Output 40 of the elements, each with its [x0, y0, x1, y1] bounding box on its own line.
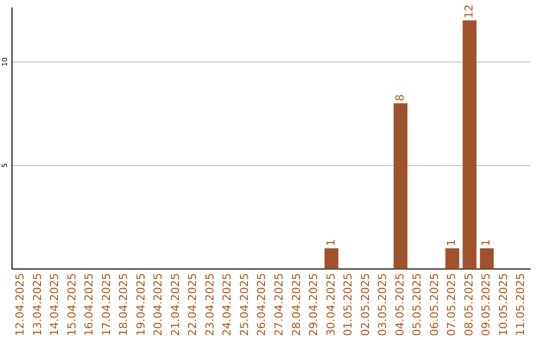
- bar: [324, 248, 338, 270]
- x-tick-label: 25.04.2025: [238, 273, 251, 336]
- x-tick-label: 28.04.2025: [290, 273, 303, 336]
- x-tick-label: 26.04.2025: [255, 273, 268, 336]
- x-tick-label: 07.05.2025: [445, 273, 458, 336]
- bar: [445, 248, 460, 270]
- x-tick-label: 29.04.2025: [307, 273, 320, 336]
- data-label: 12: [462, 4, 476, 18]
- x-tick-label: 16.04.2025: [82, 273, 96, 336]
- x-tick-label: 20.04.2025: [152, 273, 165, 336]
- x-tick-label: 05.05.2025: [410, 273, 424, 336]
- x-tick-label: 04.05.2025: [393, 273, 406, 336]
- x-tick-label: 15.04.2025: [65, 273, 78, 336]
- bar: [394, 103, 408, 270]
- x-tick-label: 01.05.2025: [342, 273, 355, 336]
- x-tick-label: 27.04.2025: [272, 273, 286, 336]
- bar: [480, 248, 494, 270]
- x-tick-label: 22.04.2025: [186, 273, 200, 336]
- x-tick-label: 23.04.2025: [203, 273, 216, 336]
- x-tick-label: 17.04.2025: [100, 273, 113, 336]
- x-tick-label: 02.05.2025: [358, 273, 372, 336]
- x-tick-label: 21.04.2025: [168, 273, 182, 336]
- x-tick-label: 30.04.2025: [324, 273, 338, 336]
- data-label: 1: [480, 239, 493, 246]
- x-tick-label: 13.04.2025: [30, 273, 44, 336]
- data-label: 8: [393, 94, 406, 102]
- x-tick-label: 19.04.2025: [134, 273, 148, 336]
- x-tick-label: 10.05.2025: [496, 273, 510, 336]
- x-tick-label: 09.05.2025: [480, 273, 493, 336]
- x-tick-label: 12.04.2025: [13, 273, 26, 336]
- bar: [462, 20, 476, 270]
- x-tick-label: 08.05.2025: [462, 273, 476, 336]
- x-tick-label: 11.05.2025: [514, 273, 528, 336]
- x-tick-label: 24.04.2025: [220, 273, 234, 336]
- x-tick-label: 14.04.2025: [48, 273, 62, 336]
- data-label: 1: [324, 239, 338, 246]
- x-tick-label: 03.05.2025: [376, 273, 390, 336]
- data-label: 1: [445, 239, 458, 246]
- x-tick-label: 18.04.2025: [117, 273, 130, 336]
- x-tick-label: 06.05.2025: [428, 273, 441, 336]
